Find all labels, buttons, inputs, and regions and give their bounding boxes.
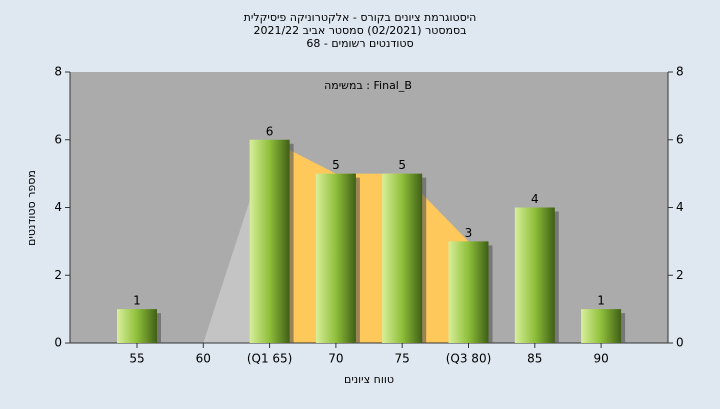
x-tick-label: 85 [527, 352, 542, 366]
data-label: 5 [398, 158, 406, 172]
y-tick-label: 8 [54, 65, 62, 79]
bar [514, 207, 555, 343]
y2-tick-label: 0 [676, 336, 684, 350]
data-label: 1 [597, 294, 605, 308]
y-tick-label: 4 [54, 200, 62, 214]
bar [448, 241, 489, 343]
y-axis-label: מספר סטודנטים [25, 170, 38, 246]
data-label: 4 [531, 192, 539, 206]
y2-tick-label: 2 [676, 268, 684, 282]
x-tick-label: 70 [328, 352, 343, 366]
y2-tick-label: 8 [676, 65, 684, 79]
bar [315, 173, 356, 343]
data-label: 1 [133, 294, 141, 308]
annotation: במשימה : Final_B [324, 79, 412, 92]
x-tick-label: (Q3 80) [446, 352, 492, 366]
y2-tick-label: 4 [676, 200, 684, 214]
chart-title: היסטוגרמת ציונים בקורס - אלקטרוניקה פיסי… [244, 11, 477, 24]
x-tick-label: 75 [395, 352, 410, 366]
x-tick-label: 60 [196, 352, 211, 366]
x-tick-label: (Q1 65) [247, 352, 293, 366]
bar [382, 173, 423, 343]
y-tick-label: 6 [54, 132, 62, 146]
chart-subtitle: סטודנטים רשומים - 68 [306, 37, 413, 50]
bar [581, 309, 622, 343]
bar [117, 309, 157, 343]
x-axis-label: טווח ציונים [344, 373, 394, 386]
chart-subtitle: בסמסטר (02/2021) סמסטר אביב 2021/22 [253, 24, 466, 37]
bar [249, 139, 290, 343]
x-tick-label: 55 [129, 352, 144, 366]
data-label: 3 [465, 226, 473, 240]
y-tick-label: 2 [54, 268, 62, 282]
data-label: 5 [332, 158, 340, 172]
x-tick-label: 90 [593, 352, 608, 366]
y-tick-label: 0 [54, 336, 62, 350]
data-label: 6 [266, 124, 274, 138]
y2-tick-label: 6 [676, 132, 684, 146]
